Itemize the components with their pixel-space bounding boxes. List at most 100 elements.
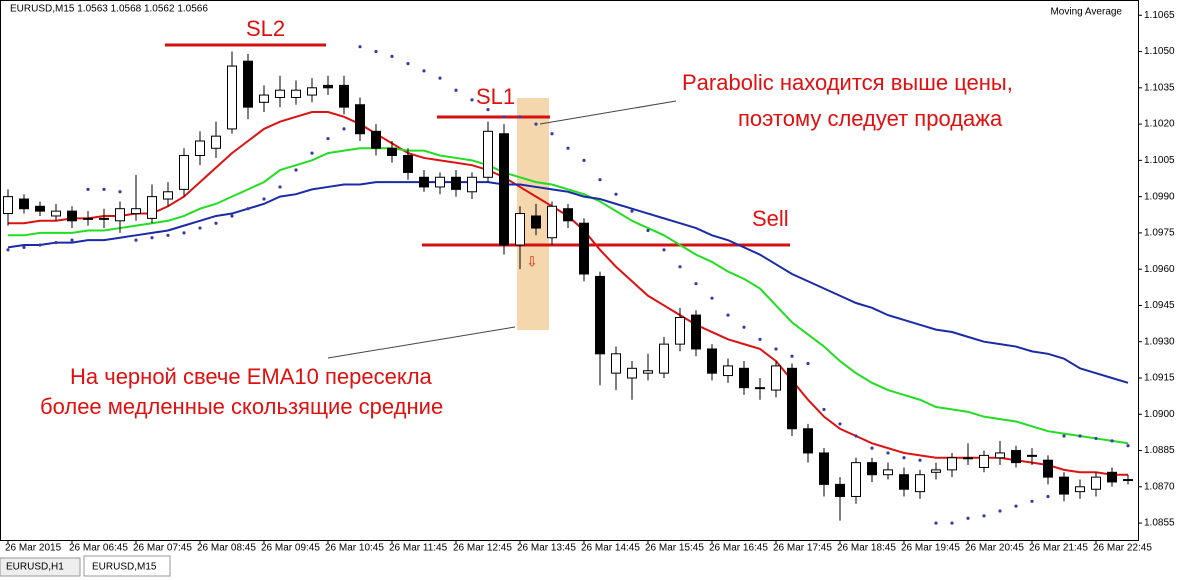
sar-dot [454, 88, 458, 92]
x-tick-label: 26 Mar 18:45 [837, 543, 896, 554]
sar-dot [694, 282, 698, 286]
sar-dot [1030, 499, 1034, 503]
candle-body [467, 176, 477, 193]
sar-dot [934, 521, 938, 525]
candle-body [67, 210, 77, 222]
sar-dot [166, 233, 170, 237]
tab-label[interactable]: EURUSD,H1 [6, 562, 64, 573]
sar-dot [998, 509, 1002, 513]
sar-dot [70, 238, 74, 242]
sar-dot [566, 146, 570, 150]
plot-frame [0, 0, 1139, 541]
sar-dot [742, 325, 746, 329]
sar-dot [918, 458, 922, 462]
sar-dot [214, 221, 218, 225]
candle-body [435, 176, 445, 188]
sar-dot [54, 240, 58, 245]
candle-body [979, 454, 989, 468]
sar-dot [262, 197, 266, 201]
candle-body [1059, 476, 1069, 495]
candle-body [691, 314, 701, 350]
x-tick-label: 26 Mar 09:45 [261, 543, 320, 554]
candle-body [771, 365, 781, 391]
sar-dot [102, 187, 106, 191]
candle-body [595, 275, 605, 355]
sar-dot [38, 243, 42, 247]
candle-body [307, 87, 317, 96]
sar-dot [726, 313, 730, 317]
sar-dot [1078, 434, 1082, 438]
tab-active[interactable] [83, 555, 171, 577]
x-tick-label: 26 Mar 08:45 [197, 543, 256, 554]
sar-dot [374, 49, 378, 54]
candle-body [787, 367, 797, 430]
sar-dot [246, 207, 250, 211]
candle-body [211, 135, 221, 149]
sar-dot [134, 238, 138, 242]
candle-body [323, 84, 333, 89]
sar-dot [534, 122, 538, 126]
candle-body [563, 208, 573, 222]
sar-dot [518, 115, 522, 119]
sar-dot [230, 214, 234, 218]
sar-dot [502, 115, 506, 119]
candle-body [355, 104, 365, 135]
candle-body [35, 205, 45, 212]
x-tick-label: 26 Mar 06:45 [69, 543, 128, 554]
candle-body [1107, 471, 1117, 483]
sar-dot [598, 178, 602, 182]
candle-body [371, 130, 381, 149]
candle-body [99, 217, 109, 220]
tab-label[interactable]: EURUSD,M15 [92, 562, 157, 573]
candle-body [403, 155, 413, 173]
y-tick-label: 1.0960 [1144, 264, 1175, 275]
candle-body [851, 462, 861, 497]
x-tick-label: 26 Mar 2015 [5, 543, 62, 554]
sar-dot [966, 516, 970, 520]
sar-dot [118, 190, 122, 194]
candle-body [675, 317, 685, 345]
y-tick-label: 1.1020 [1144, 119, 1175, 130]
sar-dot [390, 54, 394, 58]
sar-dot [758, 337, 762, 341]
annotation: Sell [752, 206, 789, 231]
tab[interactable] [0, 557, 81, 577]
y-tick-label: 1.0870 [1144, 481, 1175, 492]
candle-body [579, 222, 589, 275]
candle-body [51, 210, 61, 217]
candle-body [499, 133, 509, 246]
sar-dot [582, 158, 586, 162]
candle-body [1091, 476, 1101, 490]
candle-body [627, 367, 637, 379]
candle-body [947, 457, 957, 471]
sar-dot [822, 407, 826, 412]
sar-dot [550, 132, 554, 136]
annotation: более медленные скользящие средние [40, 394, 443, 419]
candle-body [227, 65, 237, 130]
candle-body [179, 155, 189, 190]
sar-dot [854, 434, 858, 438]
x-tick-label: 26 Mar 19:45 [901, 543, 960, 554]
candle-body [259, 94, 269, 103]
pointer [539, 100, 677, 125]
annotation: На черной свече EMA10 пересекла [70, 364, 433, 389]
candle-body [643, 370, 653, 374]
y-tick-label: 1.0915 [1144, 373, 1175, 384]
candle-body [243, 60, 253, 108]
sar-dot [1046, 494, 1050, 499]
sar-dot [198, 226, 202, 230]
candle-body [515, 213, 525, 246]
plot: 1.1065 1.1050 1.1035 1.1020 1.1005 1.0990 1.09… [3, 10, 1175, 554]
sar-dot [326, 136, 330, 141]
candle-body [755, 387, 765, 390]
x-tick-label: 26 Mar 11:45 [389, 543, 448, 554]
candle-body [803, 428, 813, 454]
x-tick-label: 26 Mar 15:45 [645, 543, 704, 554]
sar-dot [838, 422, 842, 426]
sar-dot [182, 231, 186, 235]
candle-body [1075, 486, 1085, 493]
sar-dot [806, 361, 810, 366]
y-tick-label: 1.0900 [1144, 409, 1175, 420]
